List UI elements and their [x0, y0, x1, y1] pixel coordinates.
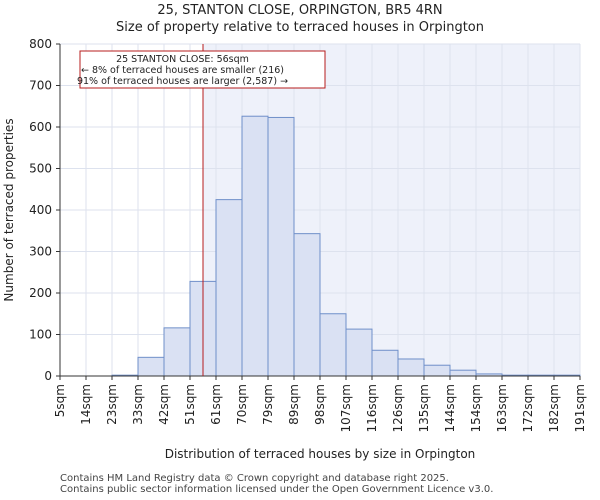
y-tick-label: 100: [29, 328, 52, 342]
histogram-bar: [163, 327, 191, 377]
histogram-bar: [137, 356, 165, 377]
x-tick-label: 135sqm: [417, 384, 431, 432]
y-tick-label: 0: [44, 369, 52, 383]
y-tick-label: 600: [29, 120, 52, 134]
x-tick-label: 5sqm: [53, 384, 67, 417]
footer-copyright: Contains HM Land Registry data © Crown c…: [60, 473, 449, 484]
y-tick-label: 400: [29, 203, 52, 217]
y-tick-label: 200: [29, 286, 52, 300]
x-tick-label: 61sqm: [209, 384, 223, 425]
x-tick-label: 144sqm: [443, 384, 457, 432]
x-tick-label: 126sqm: [391, 384, 405, 432]
y-tick-label: 300: [29, 245, 52, 259]
y-tick-label: 800: [29, 37, 52, 51]
histogram-bar: [267, 116, 295, 377]
histogram-bar: [293, 233, 321, 377]
chart-subtitle: Size of property relative to terraced ho…: [116, 20, 484, 35]
annotation-line-1: 25 STANTON CLOSE: 56sqm: [116, 54, 249, 65]
x-tick-label: 107sqm: [339, 384, 353, 432]
x-tick-label: 33sqm: [131, 384, 145, 425]
histogram-bar: [319, 313, 347, 377]
histogram-bar: [345, 328, 373, 377]
x-tick-label: 191sqm: [573, 384, 587, 432]
y-tick-label: 700: [29, 79, 52, 93]
x-tick-label: 23sqm: [105, 384, 119, 425]
x-tick-label: 182sqm: [547, 384, 561, 432]
x-tick-label: 163sqm: [495, 384, 509, 432]
chart-title: 25, STANTON CLOSE, ORPINGTON, BR5 4RN: [157, 3, 443, 18]
y-tick-label: 500: [29, 162, 52, 176]
histogram-bar: [241, 115, 269, 377]
x-tick-label: 79sqm: [261, 384, 275, 425]
x-tick-label: 172sqm: [521, 384, 535, 432]
x-tick-label: 51sqm: [183, 384, 197, 425]
x-tick-label: 154sqm: [469, 384, 483, 432]
x-axis-title: Distribution of terraced houses by size …: [165, 447, 476, 461]
x-tick-label: 89sqm: [287, 384, 301, 425]
x-tick-label: 116sqm: [365, 384, 379, 432]
x-tick-label: 42sqm: [157, 384, 171, 425]
x-tick-label: 14sqm: [79, 384, 93, 425]
histogram-bar: [449, 369, 477, 377]
annotation-box: [79, 50, 326, 89]
histogram-bar: [423, 364, 451, 377]
annotation-line-2: ← 8% of terraced houses are smaller (216…: [81, 65, 284, 76]
histogram-bar: [371, 349, 399, 377]
histogram-bar: [397, 358, 425, 377]
x-tick-label: 98sqm: [313, 384, 327, 425]
footer-licence: Contains public sector information licen…: [60, 484, 494, 495]
annotation-line-3: 91% of terraced houses are larger (2,587…: [77, 76, 288, 87]
histogram-bar: [215, 199, 243, 377]
x-tick-label: 70sqm: [235, 384, 249, 425]
y-axis-title: Number of terraced properties: [2, 118, 16, 301]
